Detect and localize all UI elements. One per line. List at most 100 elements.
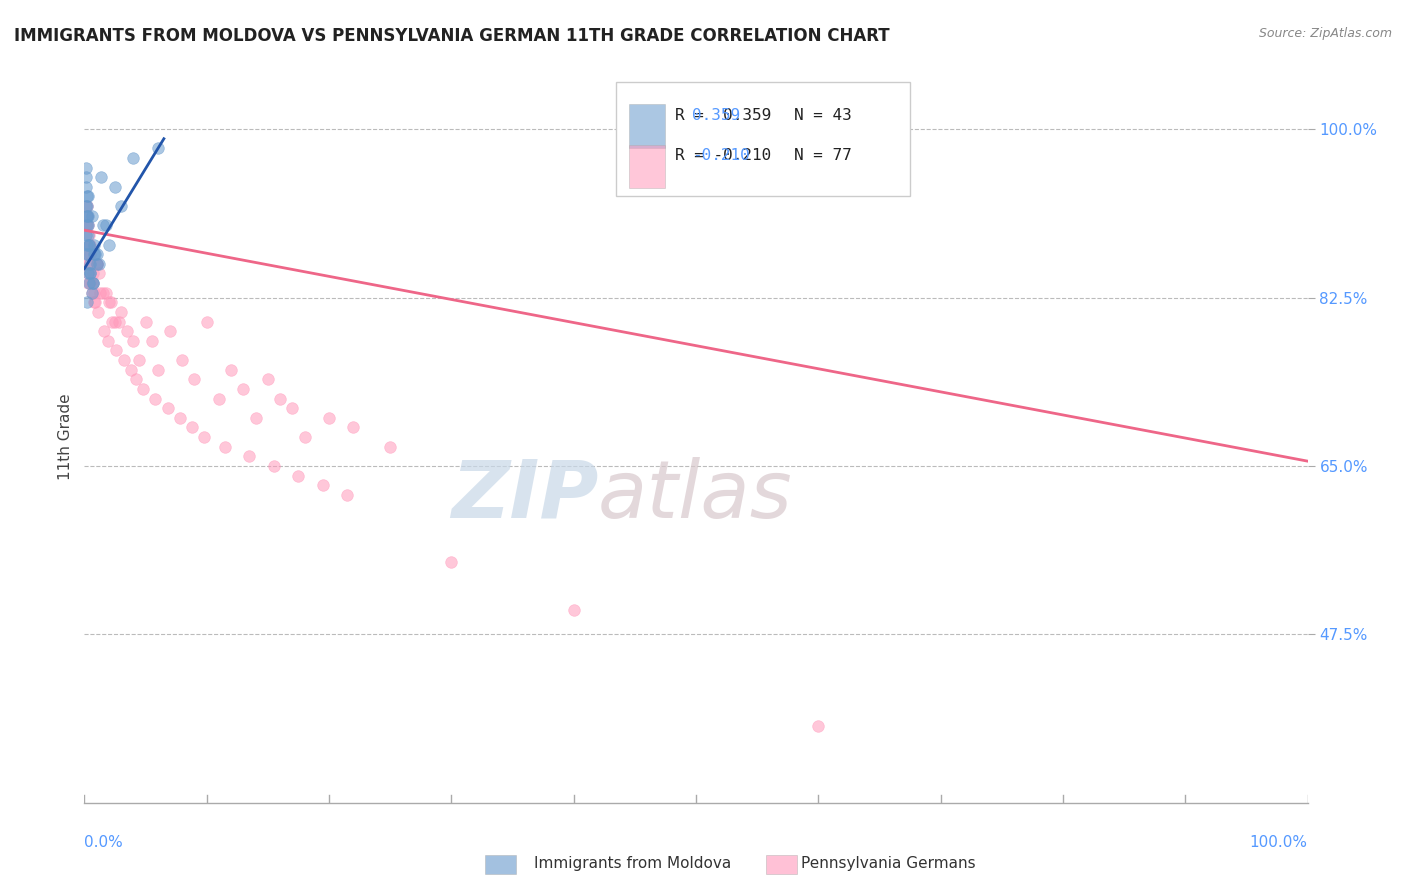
Point bbox=[318, 410, 340, 425]
Text: Pennsylvania Germans: Pennsylvania Germans bbox=[801, 856, 976, 871]
Point bbox=[97, 334, 120, 348]
Point bbox=[75, 170, 97, 185]
Point bbox=[93, 324, 115, 338]
Point bbox=[122, 334, 145, 348]
Point bbox=[82, 276, 104, 290]
Point bbox=[77, 237, 100, 252]
Point bbox=[75, 219, 97, 233]
Text: IMMIGRANTS FROM MOLDOVA VS PENNSYLVANIA GERMAN 11TH GRADE CORRELATION CHART: IMMIGRANTS FROM MOLDOVA VS PENNSYLVANIA … bbox=[14, 27, 890, 45]
Point bbox=[86, 247, 108, 261]
Point bbox=[115, 324, 138, 338]
Point bbox=[181, 420, 204, 434]
Y-axis label: 11th Grade: 11th Grade bbox=[58, 393, 73, 481]
Text: Source: ZipAtlas.com: Source: ZipAtlas.com bbox=[1258, 27, 1392, 40]
Point bbox=[75, 161, 97, 175]
Point bbox=[132, 382, 155, 396]
Point bbox=[84, 247, 107, 261]
Point bbox=[79, 267, 101, 281]
Point bbox=[440, 555, 463, 569]
Text: atlas: atlas bbox=[598, 457, 793, 534]
Point bbox=[96, 285, 118, 300]
Text: -0.210: -0.210 bbox=[692, 148, 749, 163]
Point bbox=[312, 478, 335, 492]
Point bbox=[75, 179, 97, 194]
Point bbox=[159, 324, 181, 338]
Point bbox=[77, 227, 100, 242]
Point bbox=[77, 189, 100, 203]
Point bbox=[77, 237, 100, 252]
Point bbox=[238, 450, 260, 464]
Point bbox=[135, 315, 157, 329]
Point bbox=[105, 343, 128, 358]
Text: R =  0.359: R = 0.359 bbox=[675, 108, 772, 123]
Point bbox=[82, 276, 104, 290]
Point bbox=[104, 179, 127, 194]
Point bbox=[83, 247, 105, 261]
Point bbox=[91, 219, 114, 233]
Point bbox=[287, 468, 309, 483]
Point bbox=[75, 247, 97, 261]
Bar bbox=[628, 104, 665, 148]
Point bbox=[77, 209, 100, 223]
Point bbox=[80, 285, 103, 300]
Point bbox=[96, 219, 118, 233]
Point bbox=[86, 257, 108, 271]
Point bbox=[257, 372, 280, 386]
Point bbox=[208, 392, 231, 406]
Point bbox=[75, 247, 97, 261]
Point bbox=[87, 305, 110, 319]
Point bbox=[100, 295, 122, 310]
Point bbox=[125, 372, 148, 386]
Point bbox=[76, 209, 98, 223]
Point bbox=[77, 267, 100, 281]
Point bbox=[80, 209, 103, 223]
Point bbox=[169, 410, 191, 425]
Point bbox=[79, 237, 101, 252]
Point bbox=[141, 334, 163, 348]
Point bbox=[77, 276, 100, 290]
Point bbox=[97, 295, 120, 310]
Point bbox=[84, 295, 107, 310]
Point bbox=[77, 219, 100, 233]
Point bbox=[232, 382, 254, 396]
Point bbox=[156, 401, 179, 416]
Point bbox=[122, 151, 145, 165]
Point bbox=[79, 267, 101, 281]
Point bbox=[76, 199, 98, 213]
Text: R = -0.210: R = -0.210 bbox=[675, 148, 772, 163]
Point bbox=[104, 315, 127, 329]
Point bbox=[193, 430, 215, 444]
Point bbox=[807, 719, 830, 733]
Point bbox=[80, 285, 103, 300]
Point bbox=[97, 237, 120, 252]
Point bbox=[562, 603, 585, 617]
Text: Immigrants from Moldova: Immigrants from Moldova bbox=[534, 856, 731, 871]
Text: 0.359: 0.359 bbox=[692, 108, 741, 123]
Point bbox=[82, 276, 104, 290]
FancyBboxPatch shape bbox=[616, 82, 910, 195]
Point bbox=[294, 430, 316, 444]
Point bbox=[76, 209, 98, 223]
Text: N = 77: N = 77 bbox=[794, 148, 852, 163]
Point bbox=[77, 227, 100, 242]
Point bbox=[75, 199, 97, 213]
Point bbox=[75, 227, 97, 242]
Point bbox=[79, 257, 101, 271]
Point bbox=[112, 353, 135, 368]
Point bbox=[76, 219, 98, 233]
Point bbox=[342, 420, 364, 434]
Bar bbox=[628, 145, 665, 188]
Point bbox=[83, 285, 105, 300]
Point bbox=[77, 267, 100, 281]
Point bbox=[79, 247, 101, 261]
Point bbox=[214, 440, 236, 454]
Point bbox=[107, 315, 129, 329]
Point bbox=[86, 257, 108, 271]
Text: 0.0%: 0.0% bbox=[84, 836, 124, 850]
Point bbox=[77, 257, 100, 271]
Point bbox=[195, 315, 218, 329]
Point bbox=[110, 199, 132, 213]
Point bbox=[245, 410, 267, 425]
Point bbox=[146, 362, 169, 376]
Point bbox=[76, 199, 98, 213]
